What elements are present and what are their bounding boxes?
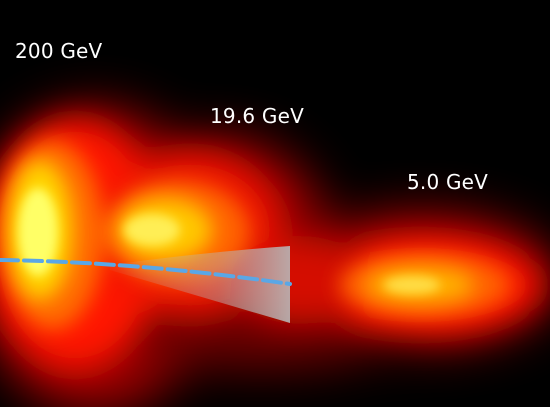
energy-label-19-6-gev: 19.6 GeV <box>210 104 304 128</box>
energy-label-200-gev: 200 GeV <box>15 39 103 63</box>
energy-label-5-0-gev: 5.0 GeV <box>407 170 489 194</box>
brightest-core-layer <box>18 188 440 294</box>
uncertainty-cone <box>110 246 290 323</box>
dashed-trajectory-line <box>0 258 292 286</box>
